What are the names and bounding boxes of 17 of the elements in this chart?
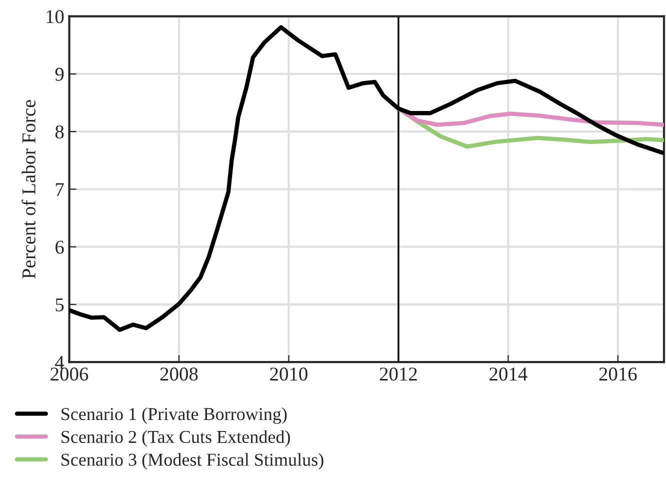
x-tick-label: 2010 bbox=[270, 368, 308, 381]
legend-label: Scenario 1 (Private Borrowing) bbox=[62, 407, 287, 424]
y-axis-title: Percent of Labor Force bbox=[22, 100, 36, 279]
y-tick-label: 8 bbox=[55, 125, 64, 139]
x-tick-label: 2008 bbox=[160, 368, 198, 381]
x-tick-label: 2014 bbox=[490, 368, 528, 381]
x-tick-label: 2006 bbox=[50, 368, 88, 381]
y-tick-label: 5 bbox=[56, 298, 64, 312]
legend-label: Scenario 3 (Modest Fiscal Stimulus) bbox=[62, 453, 324, 470]
y-tick-label: 6 bbox=[56, 240, 64, 254]
x-tick-label: 2012 bbox=[380, 368, 417, 381]
y-tick-label: 4 bbox=[55, 356, 64, 369]
y-tick-label: 7 bbox=[56, 183, 64, 196]
y-tick-label: 10 bbox=[46, 10, 64, 24]
legend-label: Scenario 2 (Tax Cuts Extended) bbox=[62, 430, 290, 447]
x-tick-label: 2016 bbox=[599, 368, 637, 381]
y-tick-label: 9 bbox=[55, 68, 64, 81]
